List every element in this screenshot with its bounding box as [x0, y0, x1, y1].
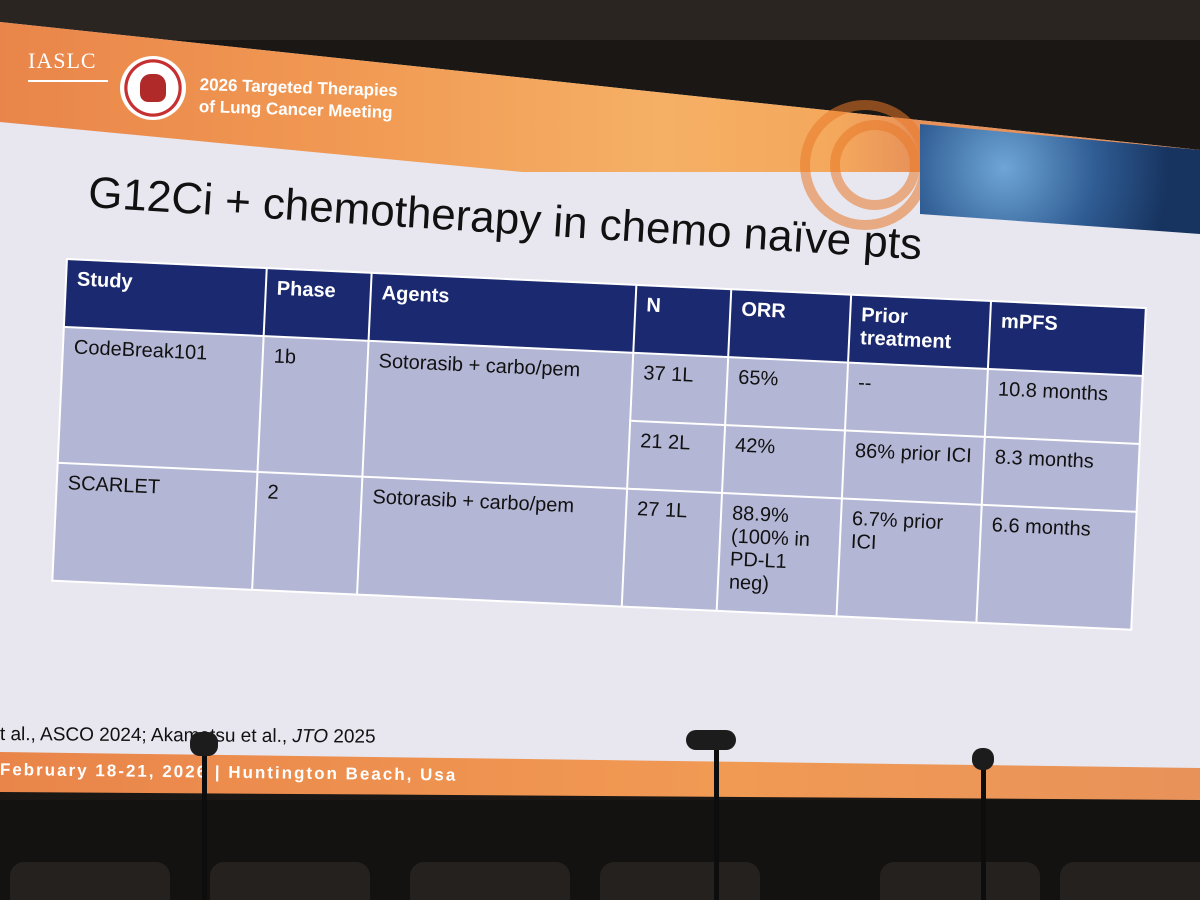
audience-chair	[600, 862, 760, 900]
meeting-title: 2026 Targeted Therapies of Lung Cancer M…	[199, 74, 398, 124]
audience-chair	[10, 862, 170, 900]
reference-text: t al., ASCO 2024; Akamatsu et al.,	[0, 724, 293, 748]
header-orr: ORR	[728, 289, 852, 363]
audience-chair	[210, 862, 370, 900]
header-agents: Agents	[368, 272, 637, 353]
header-prior-treatment: Prior treatment	[848, 294, 992, 369]
cell-prior: 86% prior ICI	[841, 430, 985, 505]
cell-mpfs: 10.8 months	[984, 368, 1143, 444]
cell-mpfs: 6.6 months	[976, 504, 1137, 630]
audience-chair	[880, 862, 1040, 900]
cell-phase: 1b	[257, 336, 369, 477]
lung-cancer-logo	[120, 56, 186, 120]
header-mpfs: mPFS	[987, 301, 1146, 376]
cell-orr: 42%	[722, 425, 845, 499]
microphone-stand	[714, 750, 719, 900]
audience-chair	[1060, 862, 1200, 900]
cell-prior: --	[844, 362, 988, 437]
cell-n: 37 1L	[630, 352, 729, 426]
cell-agents: Sotorasib + carbo/pem	[357, 476, 628, 607]
header-study: Study	[63, 259, 267, 337]
results-table: Study Phase Agents N ORR Prior treatment…	[51, 258, 1146, 647]
microphone-stand	[981, 764, 986, 900]
cell-study: CodeBreak101	[57, 326, 264, 472]
cell-agents: Sotorasib + carbo/pem	[362, 340, 634, 489]
iaslc-logo-line	[28, 80, 108, 82]
cell-n: 27 1L	[621, 488, 723, 611]
cell-orr: 88.9% (100% in PD-L1 neg)	[716, 493, 842, 617]
header-n: N	[633, 284, 732, 358]
cell-n: 21 2L	[627, 420, 726, 494]
cell-study: SCARLET	[52, 462, 258, 590]
audience-chair	[410, 862, 570, 900]
microphone	[686, 730, 736, 750]
reference-year: 2025	[327, 726, 376, 748]
header-phase: Phase	[263, 268, 372, 341]
iaslc-logo-text: IASLC	[28, 48, 97, 73]
cell-phase: 2	[252, 471, 363, 595]
room-ceiling	[0, 0, 1200, 40]
microphone	[190, 732, 218, 756]
microphone-stand	[202, 750, 207, 900]
references: t al., ASCO 2024; Akamatsu et al., JTO 2…	[0, 724, 376, 749]
microphone	[972, 748, 994, 770]
cell-orr: 65%	[725, 357, 849, 431]
cell-mpfs: 8.3 months	[981, 436, 1140, 512]
reference-journal: JTO	[292, 726, 329, 748]
decorative-arc	[830, 120, 920, 210]
cell-prior: 6.7% prior ICI	[836, 498, 982, 623]
